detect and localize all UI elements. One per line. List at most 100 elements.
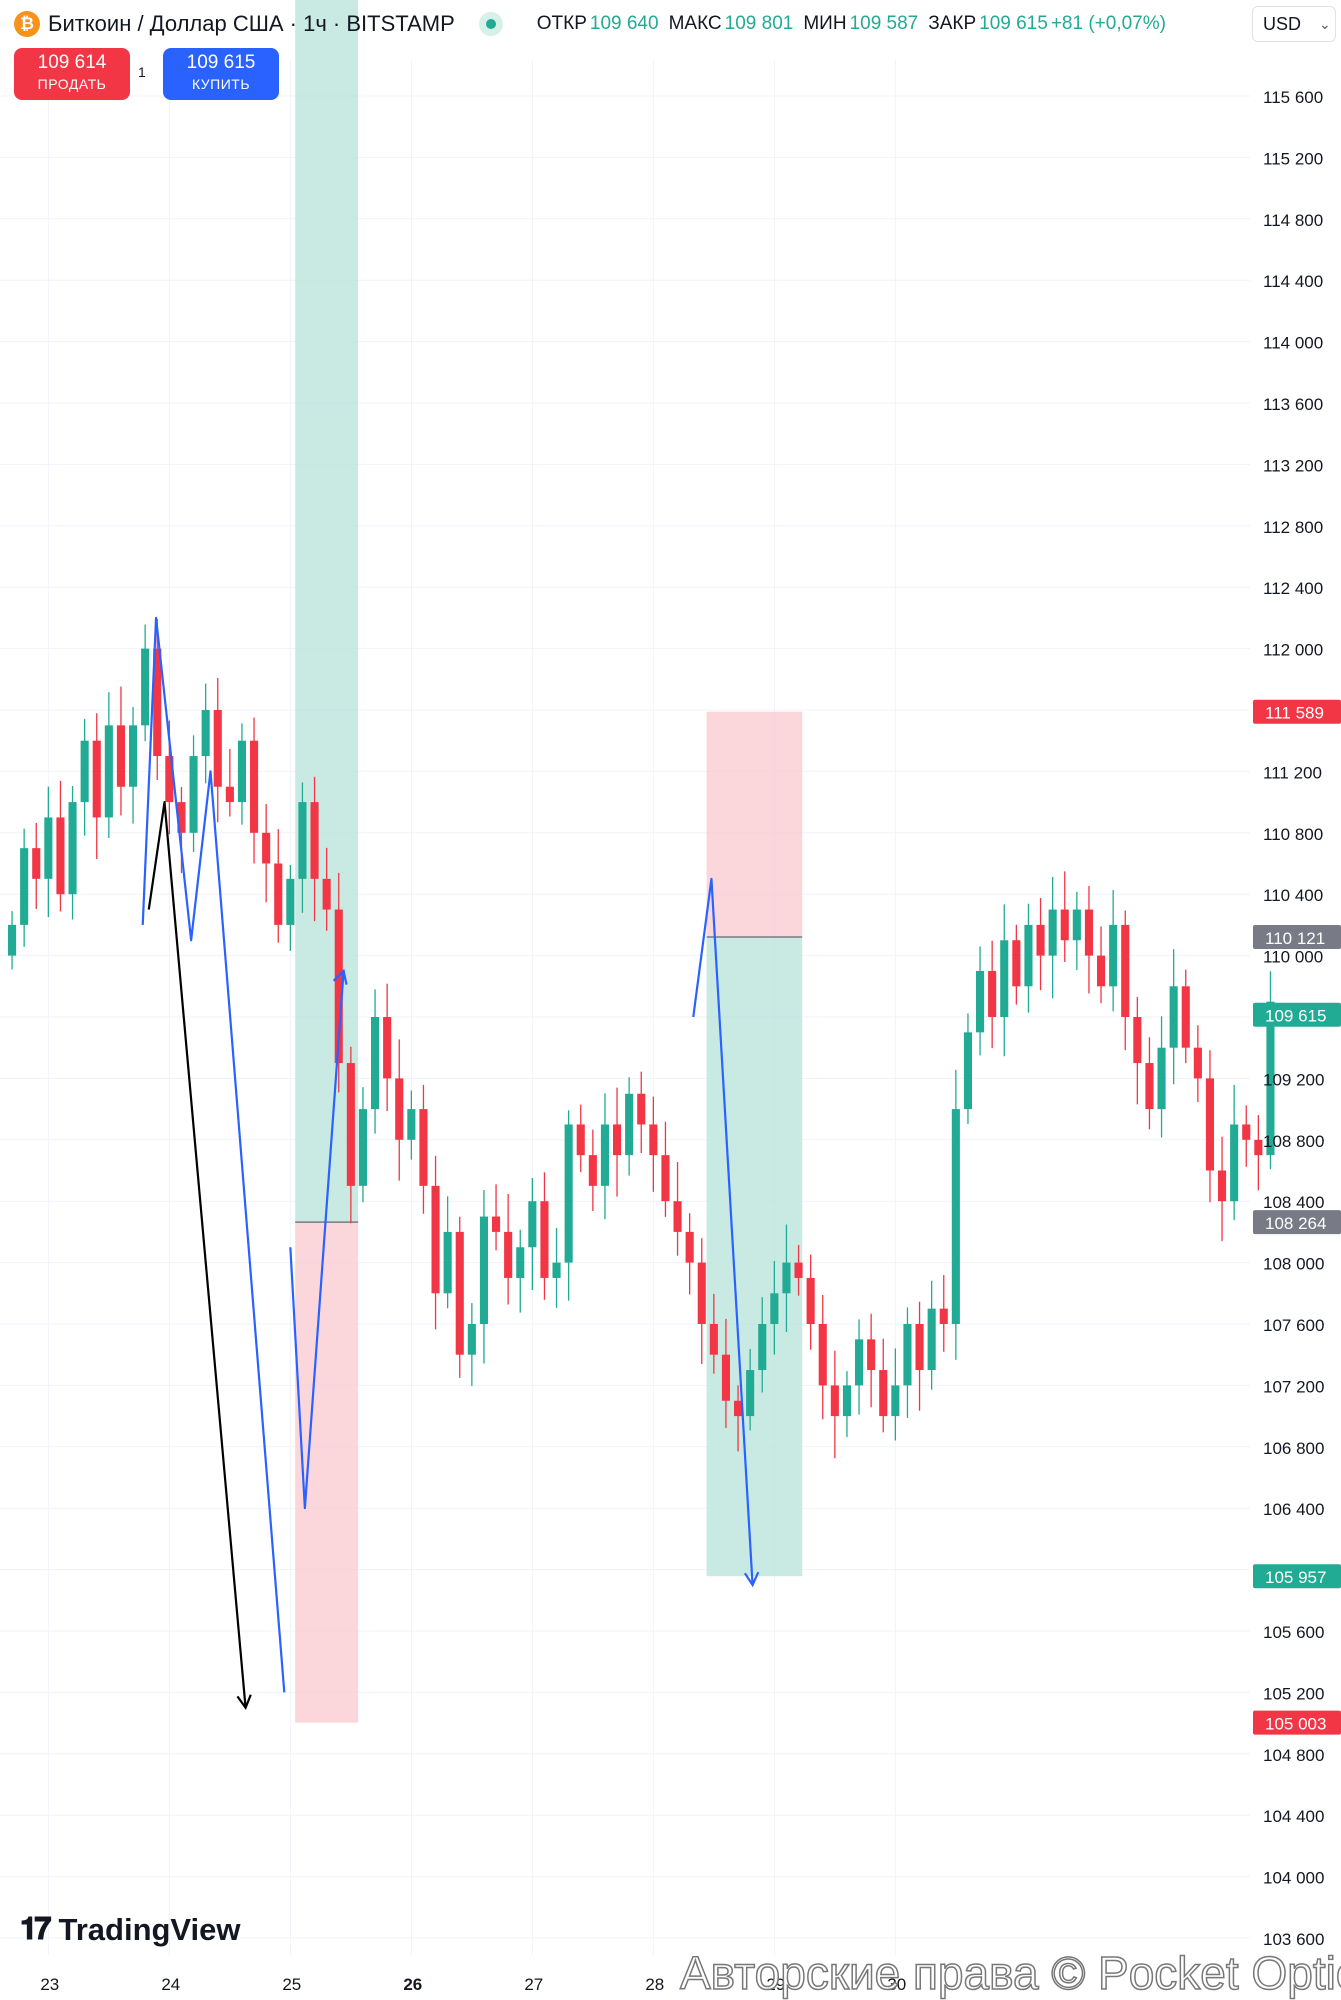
candle	[104, 692, 113, 839]
candle	[661, 1121, 670, 1217]
y-tick-label: 106 800	[1263, 1439, 1324, 1458]
candle	[613, 1087, 622, 1197]
candle-body	[68, 802, 77, 895]
candle-body	[1181, 986, 1190, 1048]
candle	[274, 829, 283, 943]
candle-body	[1121, 924, 1130, 1017]
blue-arrow-head-down	[743, 1571, 760, 1588]
ohlc-change-value: +81 (+0,07%)	[1050, 13, 1166, 34]
candle	[467, 1303, 476, 1387]
symbol-header: ₿ Биткоин / Доллар США · 1ч · BITSTAMP О…	[0, 0, 1341, 48]
tradingview-logo[interactable]: 𝟏𝟕 TradingView	[20, 1911, 241, 1948]
candle	[673, 1162, 682, 1256]
candle-body	[1254, 1139, 1263, 1156]
candle-body	[818, 1324, 827, 1386]
candle-body	[298, 802, 307, 879]
candle	[44, 786, 53, 918]
candle-body	[721, 1354, 730, 1401]
candle-body	[927, 1308, 936, 1371]
candle	[963, 1013, 972, 1124]
candle	[649, 1096, 658, 1192]
candle	[80, 718, 89, 836]
candle	[734, 1385, 743, 1452]
y-tick-label: 109 200	[1263, 1070, 1324, 1089]
candle-body	[1242, 1124, 1251, 1140]
candle	[709, 1293, 718, 1374]
candle	[746, 1349, 755, 1431]
x-tick-label: 25	[282, 1975, 301, 1994]
candle-body	[915, 1324, 924, 1371]
candle-body	[237, 740, 246, 803]
candle-body	[1218, 1170, 1227, 1202]
candle-body	[528, 1201, 537, 1248]
candle-body	[988, 970, 997, 1017]
candle	[298, 782, 307, 913]
candle-body	[467, 1324, 476, 1355]
candle-body	[588, 1155, 597, 1186]
candle	[540, 1172, 549, 1300]
ohlc-close-label: ЗАКР	[928, 13, 977, 34]
candle-body	[201, 710, 210, 757]
x-tick-label: 26	[403, 1975, 422, 1994]
x-tick-label: 30	[887, 1975, 906, 1994]
candle	[225, 748, 234, 817]
y-tick-label: 106 400	[1263, 1500, 1324, 1519]
chevron-down-icon: ⌄	[1319, 15, 1331, 32]
y-tick-label: 113 200	[1263, 456, 1323, 475]
candle	[262, 804, 271, 903]
candle-body	[92, 740, 101, 818]
candle	[371, 989, 380, 1134]
candle	[395, 1039, 404, 1181]
symbol-title[interactable]: Биткоин / Доллар США · 1ч · BITSTAMP	[48, 11, 455, 36]
price-label-box	[1253, 1710, 1341, 1735]
candle-body	[794, 1262, 803, 1278]
currency-value: USD	[1263, 13, 1302, 34]
long-take-profit-zone	[295, 0, 359, 1223]
candle-body	[262, 832, 271, 864]
candle-body	[1036, 924, 1045, 956]
candle-body	[116, 725, 125, 787]
candle	[976, 946, 985, 1056]
ohlc-high-value: 109 801	[724, 13, 794, 34]
candle-body	[455, 1231, 464, 1355]
y-tick-label: 111 200	[1263, 763, 1322, 782]
candle-body	[1109, 924, 1118, 987]
price-label-text: 105 957	[1265, 1568, 1326, 1587]
buy-price: 109 615	[186, 52, 256, 73]
candle-body	[1145, 1063, 1154, 1110]
candle	[1000, 904, 1009, 1057]
candle	[685, 1213, 694, 1295]
time-axis: 23 24 25 26 27 28 29 30	[40, 1975, 906, 1994]
candle-body	[492, 1216, 501, 1232]
y-tick-label: 103 600	[1263, 1930, 1324, 1949]
candle-body	[879, 1370, 888, 1417]
y-tick-label: 110 800	[1263, 825, 1323, 844]
short-stop-loss-zone	[706, 711, 803, 938]
candle	[1218, 1136, 1227, 1242]
currency-select[interactable]: USD ⌄	[1252, 6, 1336, 42]
candle-body	[782, 1262, 791, 1294]
candle-body	[951, 1109, 960, 1324]
candle	[92, 713, 101, 860]
sell-button[interactable]: 109 614 ПРОДАТЬ	[14, 48, 130, 100]
candle	[455, 1216, 464, 1378]
candle-body	[1266, 1001, 1275, 1156]
black-arrow-head	[236, 1694, 252, 1711]
candle	[129, 706, 138, 824]
candle-body	[431, 1185, 440, 1294]
candle	[903, 1307, 912, 1418]
candle	[68, 785, 77, 920]
price-label-text: 109 615	[1265, 1007, 1326, 1026]
sell-label: ПРОДАТЬ	[37, 76, 107, 92]
buy-button[interactable]: 109 615 КУПИТЬ	[163, 48, 279, 100]
candle-body	[1157, 1047, 1166, 1110]
candle	[1048, 877, 1057, 999]
candle-body	[383, 1017, 392, 1079]
price-label-box	[1253, 699, 1341, 724]
candle	[237, 723, 246, 825]
candle	[189, 735, 198, 852]
candle-body	[891, 1385, 900, 1417]
candle-body	[673, 1201, 682, 1232]
ohlc-high-label: МАКС	[668, 13, 722, 34]
